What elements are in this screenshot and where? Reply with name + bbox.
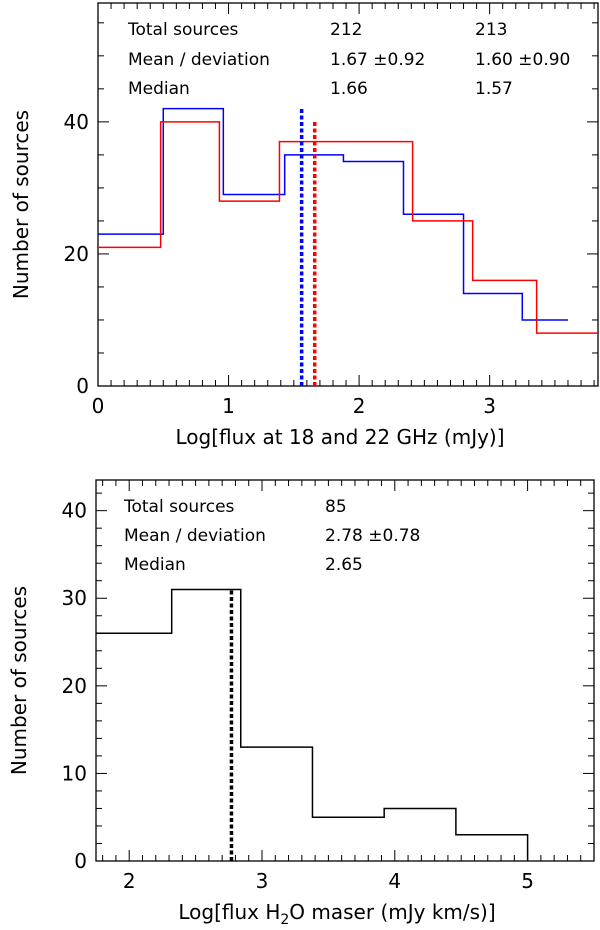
stats-value: 2.65 (325, 555, 363, 575)
stats-label: Median (128, 79, 190, 99)
stats-value: 213 (475, 20, 507, 40)
plot-frame (97, 2, 599, 387)
x-axis-label-part: O maser (mJy km/s)] (289, 900, 495, 924)
y-axis-label: Number of sources (9, 110, 33, 299)
x-tick-label: 4 (388, 869, 401, 893)
x-axis-label-part: Log[flux H (178, 900, 280, 924)
y-tick-label: 30 (62, 586, 87, 610)
x-tick-label: 3 (256, 869, 269, 893)
histogram-blue (98, 107, 568, 321)
x-tick-label: 0 (92, 394, 105, 418)
stats-value: 85 (325, 497, 347, 517)
stats-value: 1.67 ±0.92 (330, 50, 425, 70)
x-tick-label: 5 (521, 869, 534, 893)
histogram-red (98, 121, 598, 334)
y-tick-label: 20 (64, 242, 89, 266)
x-axis-label: Log[flux at 18 and 22 GHz (mJy)] (175, 425, 504, 449)
histogram-black (96, 588, 529, 861)
y-tick-label: 0 (76, 374, 89, 398)
plot-frame (95, 479, 595, 862)
stats-label: Total sources (127, 20, 239, 40)
x-tick-label: 1 (222, 394, 235, 418)
stats-value: 1.57 (475, 79, 513, 99)
stats-value: 2.78 ±0.78 (325, 526, 420, 546)
y-tick-label: 40 (62, 499, 87, 523)
y-tick-label: 40 (64, 110, 89, 134)
stats-label: Mean / deviation (128, 50, 270, 70)
chart-flux-18-22ghz: 0 1 2 3 0 20 40 Number of sources Log[flux at 18… (9, 2, 599, 449)
stats-label: Median (124, 555, 186, 575)
y-axis-label: Number of sources (7, 586, 31, 775)
stats-label: Total sources (123, 497, 235, 517)
stats-value: 1.60 ±0.90 (475, 50, 570, 70)
chart-flux-h2o-maser: 2 3 4 5 0 10 20 30 40 Number of sources Log[flux H… (7, 479, 595, 928)
y-tick-label: 20 (62, 674, 87, 698)
y-tick-label: 0 (74, 849, 87, 873)
stats-value: 1.66 (330, 79, 368, 99)
x-tick-label: 3 (483, 394, 496, 418)
stats-value: 212 (330, 20, 362, 40)
y-tick-label: 10 (62, 761, 87, 785)
x-axis-label: Log[flux H2O maser (mJy km/s)] (178, 900, 495, 928)
x-tick-label: 2 (353, 394, 366, 418)
x-axis-label-subscript: 2 (280, 912, 289, 928)
x-tick-label: 2 (123, 869, 136, 893)
stats-label: Mean / deviation (124, 526, 266, 546)
